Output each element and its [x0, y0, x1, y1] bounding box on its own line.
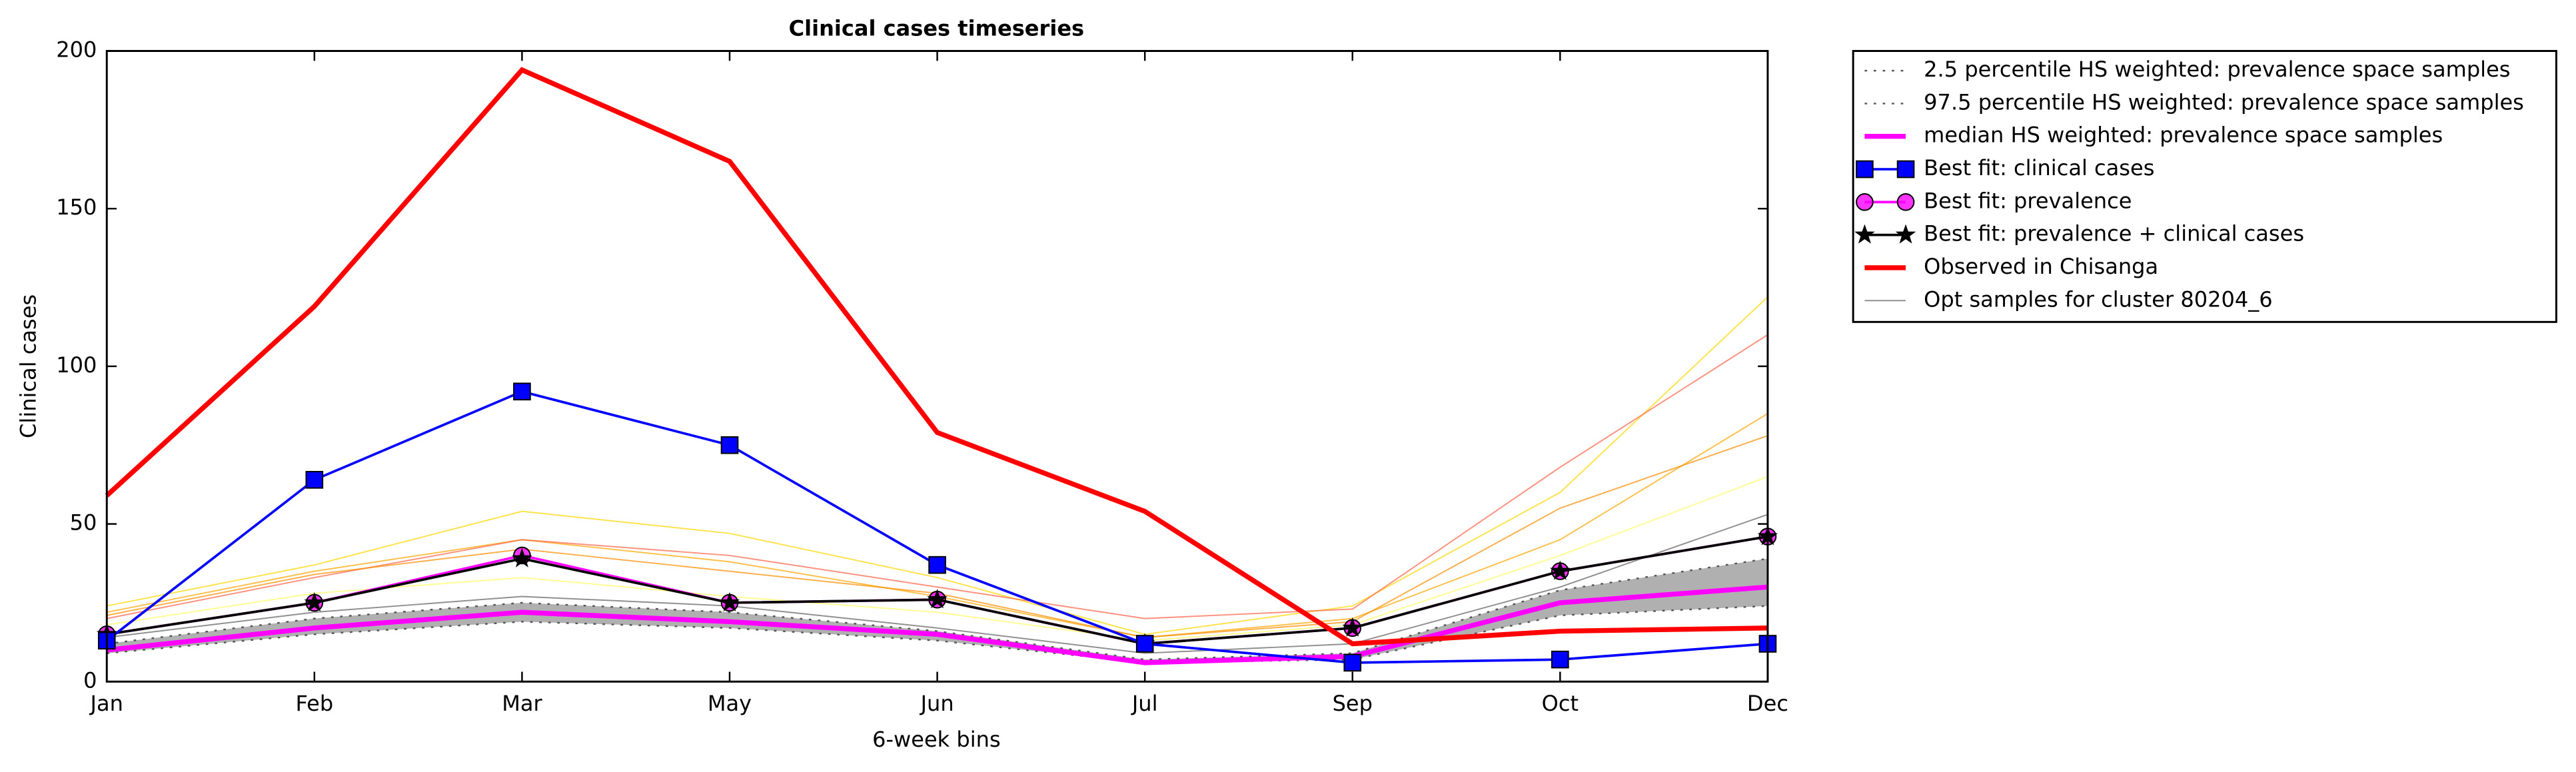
- marker-square: [1135, 635, 1154, 653]
- marker-square: [1343, 653, 1362, 672]
- x-tick-label: Sep: [1333, 691, 1373, 716]
- x-tick-label: Feb: [295, 691, 333, 716]
- marker-star: [1342, 617, 1363, 637]
- legend-label: 97.5 percentile HS weighted: prevalence …: [1924, 89, 2524, 115]
- marker-star: [512, 548, 532, 568]
- legend-label: 2.5 percentile HS weighted: prevalence s…: [1924, 57, 2510, 82]
- y-axis-label: Clinical cases: [15, 294, 41, 438]
- y-tick-label: 0: [83, 667, 97, 693]
- marker-square: [1551, 650, 1569, 669]
- y-tick-label: 200: [56, 37, 97, 63]
- legend-label: Best fit: prevalence: [1924, 188, 2132, 213]
- y-tick-label: 150: [56, 194, 97, 220]
- marker-square: [513, 382, 531, 401]
- x-tick-label: Jul: [1131, 691, 1158, 716]
- x-tick-label: Mar: [502, 691, 542, 716]
- series-line: [107, 558, 1768, 661]
- plot-area: [96, 67, 1778, 672]
- legend-label: Opt samples for cluster 80204_6: [1924, 286, 2273, 312]
- series-line: [105, 67, 1768, 647]
- marker-star: [1895, 224, 1916, 244]
- marker-star: [1854, 224, 1875, 244]
- legend-label: Best fit: prevalence + clinical cases: [1924, 221, 2304, 246]
- sample-line: [107, 334, 1768, 619]
- marker-square: [720, 436, 739, 454]
- x-tick-label: Dec: [1747, 691, 1788, 716]
- series-line: [106, 584, 1768, 665]
- x-tick-label: Oct: [1542, 691, 1579, 716]
- x-tick-label: Jun: [920, 691, 954, 716]
- y-tick-label: 100: [56, 352, 97, 378]
- legend-label: median HS weighted: prevalence space sam…: [1924, 123, 2443, 148]
- series-line: [107, 605, 1768, 664]
- legend-box: [1852, 50, 2557, 323]
- chart-title: Clinical cases timeseries: [789, 15, 1085, 41]
- marker-circle: [1856, 193, 1874, 211]
- x-tick-label: May: [708, 691, 752, 716]
- legend-label: Observed in Chisanga: [1924, 254, 2158, 279]
- y-tick-label: 50: [70, 510, 97, 536]
- legend: 2.5 percentile HS weighted: prevalence s…: [1854, 57, 2524, 312]
- x-tick-label: Jan: [89, 691, 123, 716]
- marker-square: [1856, 160, 1874, 179]
- sample-line: [107, 296, 1768, 635]
- series-line: [107, 514, 1768, 654]
- percentile-band: [107, 558, 1768, 663]
- marker-square: [928, 556, 946, 574]
- marker-star: [304, 591, 325, 611]
- marker-star: [927, 589, 948, 609]
- x-axis-label: 6-week bins: [872, 727, 1001, 752]
- marker-star: [1550, 560, 1571, 580]
- marker-square: [305, 471, 324, 489]
- marker-square: [1896, 160, 1915, 179]
- legend-label: Best fit: clinical cases: [1924, 155, 2154, 181]
- marker-circle: [1896, 193, 1915, 211]
- marker-star: [719, 591, 740, 611]
